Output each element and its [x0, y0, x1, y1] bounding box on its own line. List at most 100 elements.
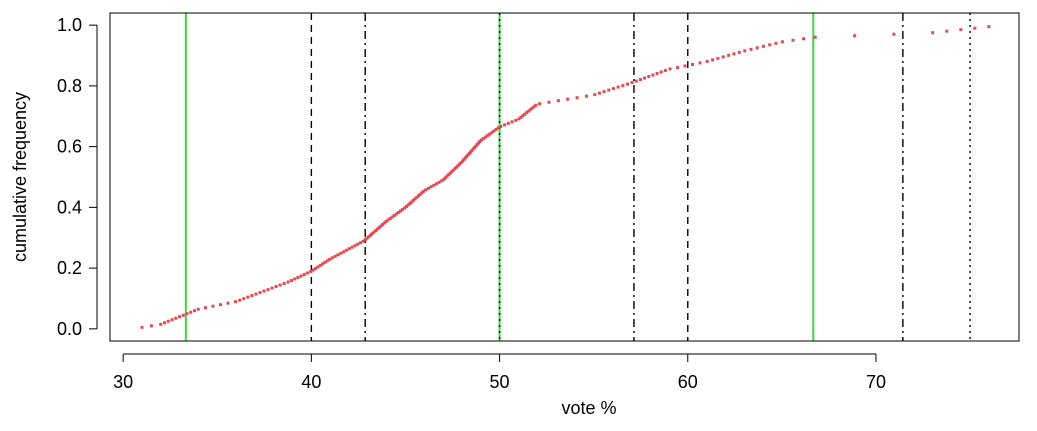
data-point [749, 47, 753, 51]
data-point [238, 298, 242, 302]
data-points [140, 25, 991, 329]
data-point [638, 78, 642, 82]
data-point [892, 32, 896, 36]
data-point [465, 155, 469, 159]
data-point [523, 112, 527, 116]
data-point [442, 177, 446, 181]
data-point [392, 214, 396, 218]
data-point [347, 247, 351, 251]
data-point [584, 94, 588, 98]
data-point [437, 180, 441, 184]
data-point [314, 266, 318, 270]
data-point [424, 188, 428, 192]
data-point [246, 295, 250, 299]
data-point [737, 50, 741, 54]
data-point [211, 304, 215, 308]
data-point [506, 121, 510, 125]
data-point [528, 108, 532, 112]
data-point [363, 238, 367, 242]
data-point [401, 207, 405, 211]
data-point [445, 174, 449, 178]
data-point [415, 195, 419, 199]
data-point [309, 269, 313, 273]
data-point [388, 217, 392, 221]
data-point [690, 62, 694, 66]
data-point [931, 31, 935, 35]
data-point [140, 325, 144, 329]
data-point [302, 272, 306, 276]
data-point [242, 297, 246, 301]
data-point [616, 85, 620, 89]
data-point [270, 286, 274, 290]
data-point [477, 141, 481, 145]
data-point [621, 84, 625, 88]
data-point [365, 236, 369, 240]
y-tick-label: 0.4 [57, 197, 82, 217]
y-tick-label: 1.0 [57, 15, 82, 35]
data-point [494, 127, 498, 131]
data-point [440, 179, 444, 183]
data-point [379, 224, 383, 228]
data-point [973, 26, 977, 30]
data-point [482, 136, 486, 140]
x-axis: 30 40 50 60 70 [113, 353, 886, 392]
data-point [732, 52, 736, 56]
data-point [189, 310, 193, 314]
data-point [705, 59, 709, 63]
data-point [411, 198, 415, 202]
data-point [526, 109, 530, 113]
data-point [566, 97, 570, 101]
data-point [413, 197, 417, 201]
x-tick-label: 70 [866, 372, 886, 392]
data-point [381, 223, 385, 227]
data-point [626, 82, 630, 86]
data-point [178, 315, 182, 319]
data-point [597, 91, 601, 95]
data-point [274, 285, 278, 289]
y-tick-label: 0.0 [57, 319, 82, 339]
data-point [149, 324, 153, 328]
data-point [456, 164, 460, 168]
data-point [166, 319, 170, 323]
data-point [813, 35, 817, 39]
data-point [514, 118, 518, 122]
data-point [503, 123, 507, 127]
data-point [517, 117, 521, 121]
data-point [499, 124, 503, 128]
data-point [394, 212, 398, 216]
data-point [333, 254, 337, 258]
data-point [316, 265, 320, 269]
data-point [384, 220, 388, 224]
data-point [296, 275, 300, 279]
data-point [408, 201, 412, 205]
data-point [459, 161, 463, 165]
data-point [607, 88, 611, 92]
data-point [530, 106, 534, 110]
data-point [534, 103, 538, 107]
data-point [727, 53, 731, 57]
data-point [802, 37, 806, 41]
data-point [510, 120, 514, 124]
data-point [490, 130, 494, 134]
data-point [278, 283, 282, 287]
data-point [651, 73, 655, 77]
data-point [743, 49, 747, 53]
data-point [532, 105, 536, 109]
data-point [318, 263, 322, 267]
data-point [454, 165, 458, 169]
data-point [174, 316, 178, 320]
data-point [192, 309, 196, 313]
data-point [774, 41, 778, 45]
data-point [361, 239, 365, 243]
data-point [342, 250, 346, 254]
data-point [367, 235, 371, 239]
data-point [323, 260, 327, 264]
data-point [262, 289, 266, 293]
data-point [556, 99, 560, 103]
data-point [675, 65, 679, 69]
x-tick-label: 50 [490, 372, 510, 392]
data-point [163, 321, 167, 325]
data-point [959, 28, 963, 32]
data-point [768, 43, 772, 47]
